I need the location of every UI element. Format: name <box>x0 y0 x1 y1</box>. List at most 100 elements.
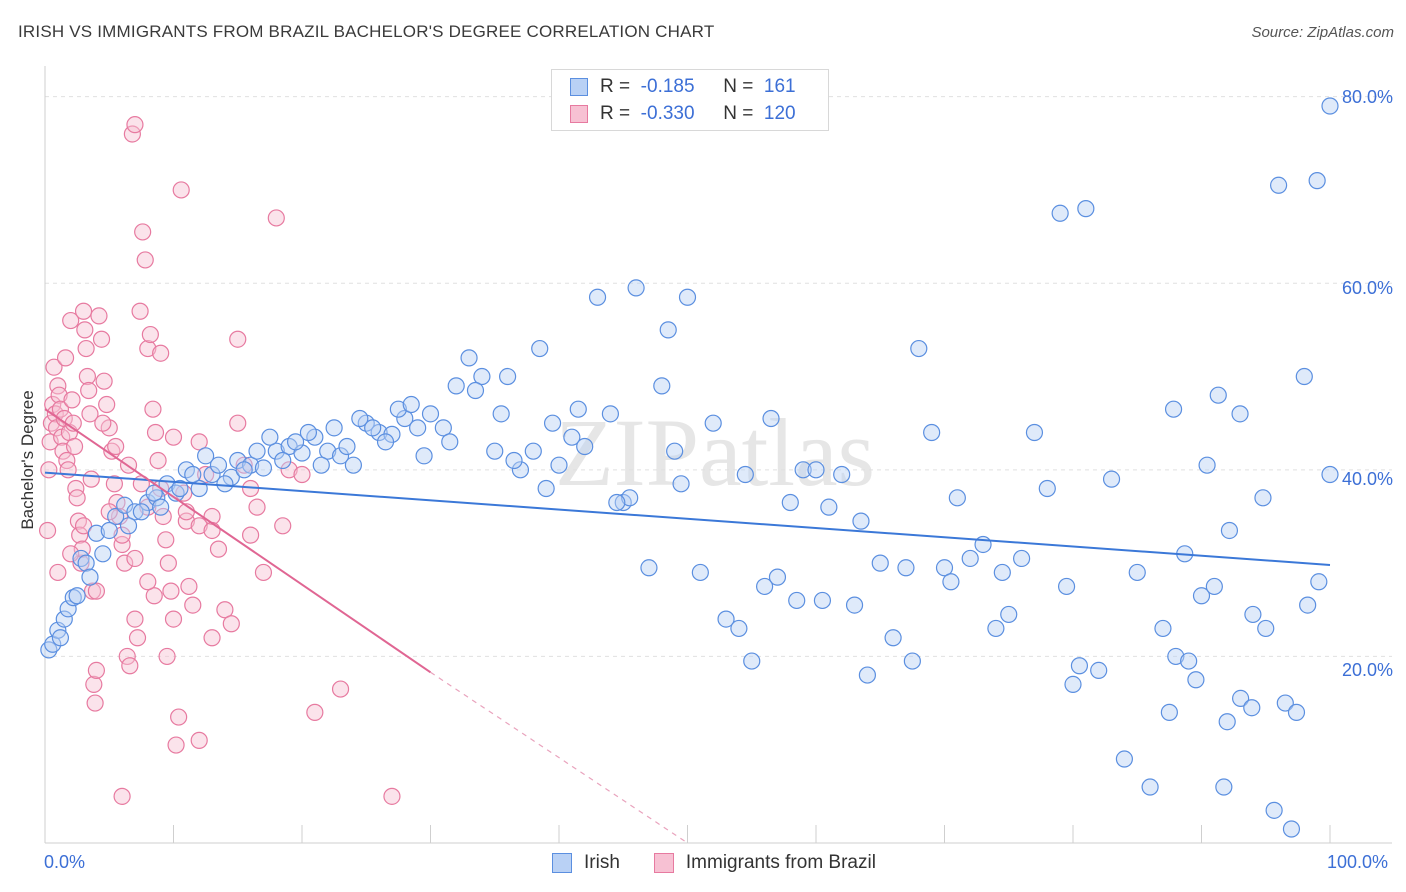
brazil-point <box>167 736 185 754</box>
brazil-point <box>87 582 106 600</box>
chart-title: IRISH VS IMMIGRANTS FROM BRAZIL BACHELOR… <box>18 22 715 41</box>
irish-point <box>351 409 369 428</box>
irish-point <box>1276 694 1294 712</box>
irish-point <box>755 577 774 596</box>
irish-point <box>788 591 806 610</box>
brazil-point <box>184 596 202 614</box>
brazil-point <box>71 526 89 544</box>
brazil-point <box>190 517 208 535</box>
brazil-point <box>110 507 129 526</box>
irish-point <box>148 489 166 507</box>
irish-point <box>730 619 748 638</box>
x-tick-min: 0.0% <box>44 852 86 872</box>
brazil-point <box>162 582 180 600</box>
brazil-legend-swatch <box>653 853 674 873</box>
irish-point <box>139 493 157 512</box>
irish-point <box>184 465 202 484</box>
irish-point <box>1308 172 1326 190</box>
brazil-point <box>107 437 125 456</box>
irish-point <box>396 409 414 428</box>
irish-point <box>338 437 356 456</box>
irish-point <box>274 451 292 470</box>
irish-point <box>441 433 459 451</box>
irish-point <box>961 549 979 568</box>
brazil-point <box>180 577 198 596</box>
y-tick-60: 60.0% <box>1341 278 1393 298</box>
brazil-point <box>65 437 84 456</box>
irish-point <box>1012 549 1031 568</box>
irish-legend-swatch <box>552 853 572 873</box>
irish-point <box>267 442 285 460</box>
irish-point <box>81 568 99 586</box>
irish-point <box>1321 465 1339 484</box>
y-tick-20: 20.0% <box>1341 660 1393 680</box>
brazil-point <box>131 302 149 320</box>
irish-point <box>1115 750 1134 768</box>
brazil-point <box>98 395 116 414</box>
brazil-point <box>144 400 162 418</box>
irish-point <box>717 610 735 628</box>
irish-point <box>1257 619 1275 638</box>
irish-point <box>1220 521 1239 540</box>
irish-point <box>1243 699 1261 717</box>
irish-point <box>781 493 799 512</box>
irish-point <box>216 475 234 493</box>
brazil-point <box>139 573 157 591</box>
irish-point <box>389 400 407 418</box>
irish-point <box>993 563 1011 582</box>
irish-point <box>871 554 889 572</box>
irish-r-label: R = <box>600 76 631 97</box>
irish-point <box>1287 703 1306 721</box>
x-tick-max: 100.0% <box>1327 852 1389 872</box>
irish-point <box>51 629 70 647</box>
irish-point <box>1310 573 1328 591</box>
irish-point <box>59 600 77 618</box>
irish-point <box>948 489 966 507</box>
y-tick-40: 40.0% <box>1341 469 1393 489</box>
irish-point <box>499 367 517 386</box>
brazil-point <box>113 526 131 544</box>
irish-n-label: N = <box>723 76 754 97</box>
irish-point <box>145 484 163 502</box>
irish-point <box>1180 652 1198 670</box>
irish-point <box>813 591 832 610</box>
irish-point <box>884 629 902 647</box>
irish-point <box>171 479 189 498</box>
irish-point <box>1205 577 1223 596</box>
irish-point <box>1218 713 1236 731</box>
irish-point <box>1244 605 1262 624</box>
brazil-point <box>164 428 183 446</box>
irish-point <box>447 377 465 395</box>
irish-point <box>659 321 677 339</box>
brazil-point <box>92 330 111 348</box>
irish-point <box>807 461 825 479</box>
irish-point <box>55 610 73 628</box>
irish-point <box>1164 400 1183 418</box>
irish-point <box>261 428 279 446</box>
brazil-trend-line <box>44 408 432 674</box>
brazil-point <box>69 512 88 530</box>
brazil-point <box>216 601 234 619</box>
brazil-point <box>81 405 99 423</box>
brazil-point <box>126 549 144 568</box>
irish-point <box>119 517 138 535</box>
irish-point <box>897 559 915 577</box>
irish-point <box>248 442 266 460</box>
irish-point <box>473 367 491 386</box>
irish-point <box>511 461 530 479</box>
irish-points <box>40 97 1339 838</box>
brazil-point <box>42 414 61 432</box>
irish-point <box>68 587 86 605</box>
irish-point <box>460 349 478 367</box>
brazil-r-label: R = <box>600 103 631 124</box>
brazil-point <box>68 489 86 507</box>
irish-point <box>486 442 504 460</box>
irish-point <box>666 442 684 460</box>
irish-point <box>235 461 253 479</box>
brazil-point <box>383 787 401 805</box>
brazil-point <box>78 367 97 386</box>
brazil-point <box>146 423 165 442</box>
brazil-point <box>113 787 131 805</box>
brazil-point <box>274 517 292 535</box>
irish-point <box>653 377 671 395</box>
